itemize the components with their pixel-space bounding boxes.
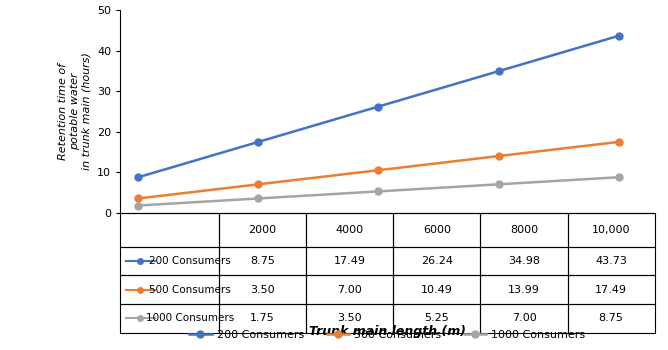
Text: 34.98: 34.98 [508,256,540,266]
1000 Consumers [255,196,263,201]
1000 Consumers [134,203,142,208]
Text: 500 Consumers: 500 Consumers [149,285,230,295]
Text: 7.00: 7.00 [512,313,536,323]
Text: Trunk main length (m): Trunk main length (m) [309,326,466,338]
Text: 43.73: 43.73 [595,256,627,266]
200 Consumers [255,140,263,144]
Text: 6000: 6000 [423,225,451,235]
Legend: 200 Consumers, 500 Consumers, 1000 Consumers: 200 Consumers, 500 Consumers, 1000 Consu… [185,325,590,344]
Text: 7.00: 7.00 [337,285,362,295]
Text: 8.75: 8.75 [599,313,623,323]
Text: 8.75: 8.75 [250,256,275,266]
Line: 200 Consumers: 200 Consumers [135,32,622,181]
Y-axis label: Retention time of
potable water
in trunk main (hours): Retention time of potable water in trunk… [58,52,92,170]
Text: 17.49: 17.49 [595,285,627,295]
1000 Consumers [615,175,623,179]
500 Consumers [134,196,142,201]
Text: 17.49: 17.49 [334,256,366,266]
500 Consumers [375,168,383,172]
Text: 3.50: 3.50 [250,285,275,295]
Line: 500 Consumers: 500 Consumers [135,139,622,202]
1000 Consumers [375,189,383,194]
Text: 1.75: 1.75 [250,313,275,323]
Text: 8000: 8000 [510,225,538,235]
Text: 3.50: 3.50 [337,313,362,323]
Text: 26.24: 26.24 [421,256,453,266]
Text: 13.99: 13.99 [508,285,540,295]
Text: 10.49: 10.49 [421,285,453,295]
500 Consumers [255,182,263,187]
200 Consumers [375,104,383,108]
500 Consumers [494,154,502,158]
200 Consumers [134,175,142,179]
Line: 1000 Consumers: 1000 Consumers [135,174,622,209]
500 Consumers [615,140,623,144]
200 Consumers [615,34,623,38]
Text: 4000: 4000 [336,225,364,235]
Text: 200 Consumers: 200 Consumers [149,256,230,266]
Text: 10,000: 10,000 [592,225,631,235]
200 Consumers [494,69,502,73]
Text: 5.25: 5.25 [424,313,450,323]
Text: 2000: 2000 [248,225,277,235]
1000 Consumers [494,182,502,187]
Text: 1000 Consumers: 1000 Consumers [146,313,234,323]
